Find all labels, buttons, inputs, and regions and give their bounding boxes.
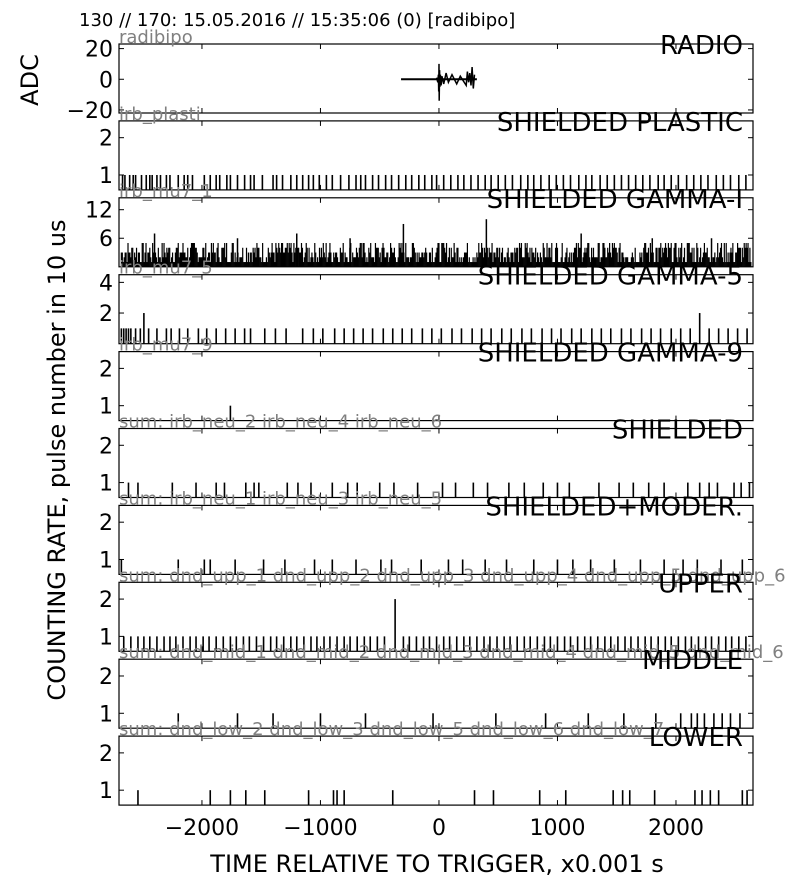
panel-upper: [122, 599, 747, 652]
y-tick-label: 0: [99, 68, 113, 93]
panel-frame: [118, 504, 754, 575]
sensor-label: sum: dnd_upp_1 dnd_upp_2 dnd_upp_3 dnd_u…: [119, 565, 786, 586]
x-tick-label: 2000: [648, 816, 704, 841]
sensor-label: sum: irb_neu_2 irb_neu_4 irb_neu_6: [119, 412, 442, 433]
y-tick-label: 1: [99, 702, 113, 727]
y-tick-label: 1: [99, 395, 113, 420]
radio-waveform: [435, 63, 476, 101]
sensor-label: irb_mu7_1: [119, 181, 213, 202]
x-axis-label: TIME RELATIVE TO TRIGGER, x0.001 s: [209, 850, 663, 878]
y-tick-label: 2: [99, 665, 113, 690]
panel-title: SHIELDED GAMMA-5: [478, 262, 743, 292]
panel-title: SHIELDED+MODER.: [485, 492, 743, 522]
panel-title: SHIELDED GAMMA-I: [487, 185, 743, 215]
y-tick-label: 2: [99, 588, 113, 613]
panel-title: LOWER: [649, 723, 743, 753]
sensor-label: irb_mu7_5: [119, 258, 213, 279]
panel-lower: [137, 790, 748, 806]
sensor-label: irb_mu7_9: [119, 335, 213, 356]
x-tick-label: 1000: [529, 816, 585, 841]
y-tick-label: 20: [85, 38, 113, 63]
panel-frame: [118, 197, 754, 268]
sensor-label: sum: irb_neu_1 irb_neu_3 irb_neu_5: [119, 488, 442, 509]
y-tick-label: 1: [99, 779, 113, 804]
figure-header: 130 // 170: 15.05.2016 // 15:35:06 (0) […: [79, 10, 515, 31]
y-tick-label: 2: [99, 302, 113, 327]
y-tick-label: −20: [67, 99, 113, 124]
panel-frame: [118, 120, 754, 191]
y-tick-label: 1: [99, 164, 113, 189]
panel-shielded-gamma-i: [120, 219, 752, 267]
sensor-label: irb_plasti: [119, 104, 201, 125]
y-tick-label: 2: [99, 434, 113, 459]
panel-radio: [401, 63, 477, 101]
y-tick-label: 4: [99, 271, 113, 296]
panel-shielded: [127, 482, 751, 498]
y-tick-label: 6: [99, 227, 113, 252]
x-tick-label: −2000: [165, 816, 239, 841]
panel-shielded-moder-: [120, 559, 744, 575]
x-tick-label: 0: [432, 816, 446, 841]
panel-title: SHIELDED: [612, 416, 743, 446]
y-tick-label: 2: [99, 127, 113, 152]
panel-frame: [118, 658, 754, 729]
panel-frame: [118, 274, 754, 345]
panel-frame: [118, 735, 754, 806]
y-tick-label: 2: [99, 742, 113, 767]
panel-title: SHIELDED GAMMA-9: [478, 339, 743, 369]
panel-title: MIDDLE: [642, 646, 743, 676]
panel-shielded-plastic: [121, 174, 747, 190]
y-tick-label: 2: [99, 357, 113, 382]
sensor-label: sum: dnd_mid_1 dnd_mid_2 dnd_mid_3 dnd_m…: [119, 642, 784, 663]
panel-frame: [118, 581, 754, 652]
panel-title: RADIO: [660, 31, 743, 61]
panel-frame: [118, 427, 754, 499]
sensor-label: sum: dnd_low_2 dnd_low_3 dnd_low_5 dnd_l…: [119, 719, 664, 740]
y-tick-label: 1: [99, 472, 113, 497]
counting-rate-axis-label: COUNTING RATE, pulse number in 10 us: [43, 219, 71, 700]
panel-title: UPPER: [658, 569, 743, 599]
y-tick-label: 1: [99, 625, 113, 650]
y-tick-label: 2: [99, 511, 113, 536]
panel-frame: [118, 43, 754, 114]
panel-frame: [118, 351, 754, 422]
panel-title: SHIELDED PLASTIC: [497, 108, 743, 138]
panel-shielded-gamma-5: [120, 313, 748, 344]
panel-middle: [177, 713, 741, 729]
adc-axis-label: ADC: [16, 54, 44, 106]
x-tick-label: −1000: [283, 816, 357, 841]
sensor-label: radibipo: [119, 27, 193, 48]
y-tick-label: 1: [99, 548, 113, 573]
y-tick-label: 12: [85, 199, 113, 224]
